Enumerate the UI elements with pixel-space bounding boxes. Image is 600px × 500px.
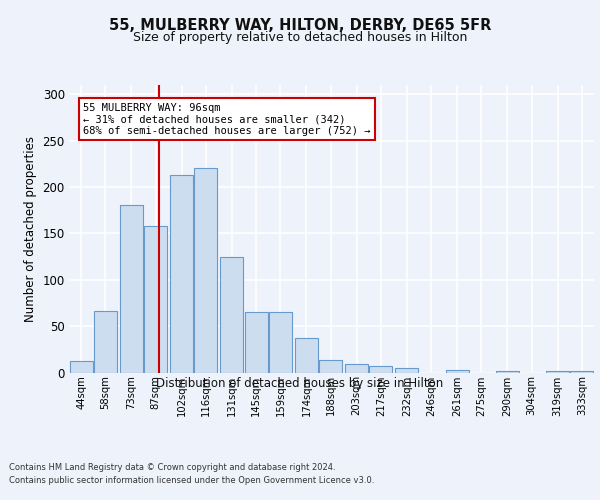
Bar [345,364,368,372]
Bar [370,366,392,372]
Bar [170,175,193,372]
Text: 55, MULBERRY WAY, HILTON, DERBY, DE65 5FR: 55, MULBERRY WAY, HILTON, DERBY, DE65 5F… [109,18,491,32]
Bar [245,312,268,372]
Bar [144,226,167,372]
Bar [220,256,244,372]
Bar [395,368,418,372]
Bar [571,370,593,372]
Bar [120,204,143,372]
Text: Contains public sector information licensed under the Open Government Licence v3: Contains public sector information licen… [9,476,374,485]
Text: 55 MULBERRY WAY: 96sqm
← 31% of detached houses are smaller (342)
68% of semi-de: 55 MULBERRY WAY: 96sqm ← 31% of detached… [83,102,370,136]
Text: Size of property relative to detached houses in Hilton: Size of property relative to detached ho… [133,31,467,44]
Bar [496,370,519,372]
Text: Contains HM Land Registry data © Crown copyright and database right 2024.: Contains HM Land Registry data © Crown c… [9,462,335,471]
Bar [446,370,469,372]
Text: Distribution of detached houses by size in Hilton: Distribution of detached houses by size … [157,378,443,390]
Bar [94,312,117,372]
Bar [70,362,92,372]
Bar [269,312,292,372]
Bar [194,168,217,372]
Bar [295,338,318,372]
Bar [319,360,342,372]
Y-axis label: Number of detached properties: Number of detached properties [24,136,37,322]
Bar [546,370,569,372]
